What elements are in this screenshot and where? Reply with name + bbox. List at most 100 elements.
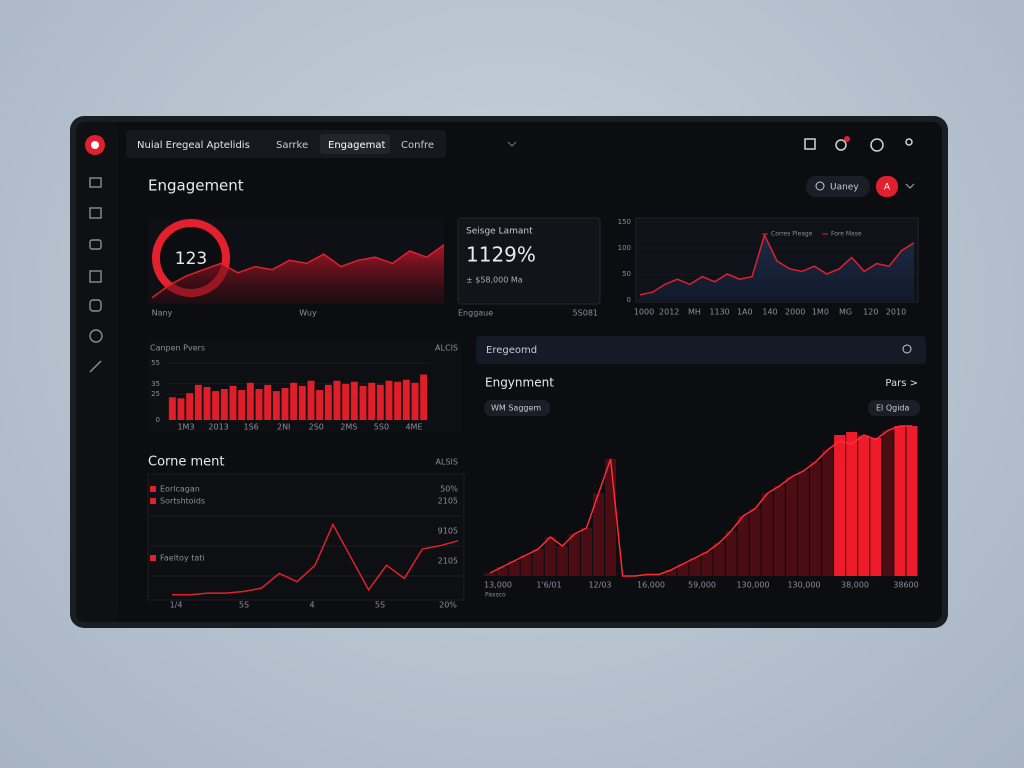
badge[interactable]	[876, 176, 898, 197]
x-tick-label: 1M0	[812, 308, 829, 317]
bar	[324, 384, 332, 420]
x-tick-label: 1130	[709, 308, 729, 317]
legend-entry: Eorlcagan	[160, 485, 200, 494]
bar	[316, 390, 324, 420]
icon[interactable]	[89, 239, 102, 250]
x-tick-label: 2012	[659, 308, 679, 317]
active-tab-bg	[320, 134, 390, 154]
bar	[568, 534, 580, 576]
chip[interactable]	[868, 400, 920, 416]
x-tick-label: 1S6	[244, 423, 259, 432]
x-tick-label: 130,000	[787, 581, 820, 590]
x-tick-label: 2NI	[277, 423, 290, 432]
panel-title: Canpen Pvers	[150, 344, 205, 353]
bar	[520, 555, 532, 576]
icon[interactable]	[835, 139, 847, 151]
big-search[interactable]	[476, 336, 926, 364]
accent-bar	[858, 436, 870, 576]
line	[151, 244, 445, 299]
page-title: Engagement	[148, 177, 244, 195]
panel-tag: ALSIS	[436, 458, 458, 467]
app-title: Nuial Eregeal Aptelidis	[137, 140, 250, 151]
icon[interactable]	[89, 299, 102, 312]
y-tick-label: 0	[627, 296, 631, 304]
chip-text[interactable]: El Qgida	[876, 404, 909, 413]
icon[interactable]	[870, 138, 884, 152]
x-tick-label: 4ME	[405, 423, 422, 432]
icon[interactable]	[905, 138, 913, 146]
big-link[interactable]: Pars >	[885, 378, 918, 389]
search-icon	[815, 181, 825, 191]
bar	[797, 471, 809, 576]
search-icon	[902, 344, 912, 354]
icon[interactable]	[89, 177, 102, 188]
bar	[281, 387, 289, 420]
stat-card	[457, 217, 601, 305]
bar	[593, 493, 605, 576]
x-tick-label: 130,000	[736, 581, 769, 590]
nav-tab[interactable]: Sarrke	[276, 140, 308, 151]
stat-footer: Enggaue	[458, 309, 493, 318]
big-search-text[interactable]: Eregeomd	[486, 345, 537, 356]
icon[interactable]	[804, 138, 816, 150]
stat-value: 1129%	[466, 243, 536, 267]
x-tick-label: 2013	[208, 423, 228, 432]
search-text[interactable]: Uaney	[830, 183, 859, 193]
x-tick-label: 38,000	[841, 581, 869, 590]
right-label: 2105	[438, 557, 458, 566]
x-tick-label: 1M3	[177, 423, 194, 432]
bar	[725, 531, 737, 576]
bar	[677, 564, 689, 576]
area	[640, 235, 914, 300]
accent-bar	[870, 438, 882, 576]
bar	[368, 382, 376, 420]
y-tick-label: 25	[151, 390, 160, 398]
bar	[307, 380, 315, 420]
bar	[350, 381, 358, 420]
x-tick-label: 1/4	[170, 601, 183, 610]
x-tick-label: 59,000	[688, 581, 716, 590]
bar	[177, 398, 185, 420]
bar	[376, 384, 384, 420]
chip[interactable]	[484, 400, 550, 416]
bar	[186, 393, 194, 420]
nav-tab[interactable]: Engagemat	[328, 140, 386, 151]
icon[interactable]	[89, 360, 102, 373]
x-tick-label: 12/03	[588, 581, 611, 590]
bar	[212, 391, 220, 420]
x-tick-label: 2000	[785, 308, 805, 317]
y-tick-label: 100	[618, 244, 631, 252]
x-tick-label: Nany	[152, 309, 173, 318]
bar	[238, 390, 246, 420]
y-tick-label: 0	[156, 416, 160, 424]
icon[interactable]	[89, 329, 103, 343]
x-tick-label: 4	[309, 601, 314, 610]
dropdown-icon[interactable]	[507, 141, 517, 147]
bar	[532, 549, 544, 576]
bar	[544, 537, 556, 576]
line	[639, 232, 915, 296]
legend-entry: Sortshtoids	[160, 497, 205, 506]
bar	[713, 543, 725, 576]
nav-tab[interactable]: Confre	[401, 140, 434, 151]
bar	[665, 570, 677, 576]
icon[interactable]	[89, 270, 102, 283]
bar	[605, 459, 617, 576]
bar	[484, 573, 496, 576]
chip-text[interactable]: WM Saggem	[491, 404, 541, 413]
bar	[255, 389, 263, 420]
icon[interactable]	[89, 207, 102, 219]
bar	[508, 561, 520, 576]
y-tick-label: 150	[618, 218, 631, 226]
legend-swatch	[150, 498, 156, 504]
dropdown-icon[interactable]	[905, 183, 915, 189]
bar	[701, 552, 713, 576]
legend-entry: Faeltoy tati	[160, 554, 205, 563]
sidebar-icons	[89, 177, 103, 373]
x-tick-label: MH	[688, 308, 701, 317]
bar	[411, 382, 419, 420]
panel-title: Corne ment	[148, 455, 225, 470]
x-tick-label: 120	[863, 308, 878, 317]
search-pill[interactable]	[806, 176, 870, 197]
